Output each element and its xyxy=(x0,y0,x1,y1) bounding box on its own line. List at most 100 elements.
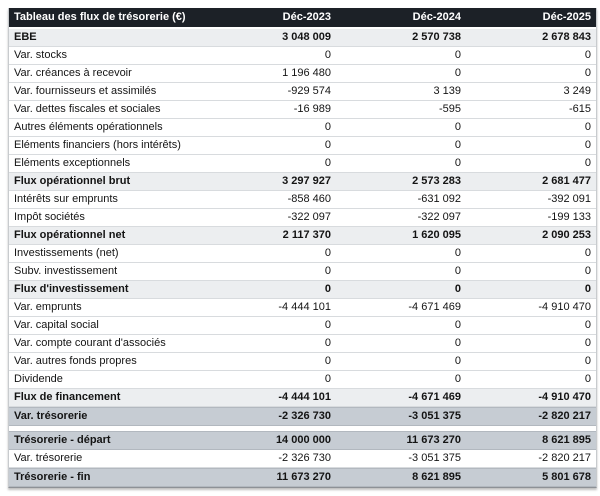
cell-value: -858 460 xyxy=(206,191,336,209)
column-header-dec-2024: Déc-2024 xyxy=(336,8,466,29)
cell-value: 8 621 895 xyxy=(336,468,466,487)
cell-value: -199 133 xyxy=(466,209,596,227)
cell-value: 2 090 253 xyxy=(466,227,596,245)
cell-value: 0 xyxy=(206,335,336,353)
cell-value: -2 820 217 xyxy=(466,450,596,468)
cell-value: 0 xyxy=(206,371,336,389)
row-label: Flux opérationnel net xyxy=(9,227,206,245)
cell-value: -392 091 xyxy=(466,191,596,209)
table-row: Var. emprunts -4 444 101 -4 671 469 -4 910 … xyxy=(9,299,596,317)
cell-value: 0 xyxy=(466,65,596,83)
cell-value: -4 444 101 xyxy=(206,389,336,407)
table-row: Subv. investissement 0 0 0 xyxy=(9,263,596,281)
treasury-summary-section: Trésorerie - départ 14 000 000 11 673 270 8… xyxy=(9,431,596,487)
row-label: Autres éléments opérationnels xyxy=(9,119,206,137)
cell-value: 0 xyxy=(336,245,466,263)
table-row: Var. dettes fiscales et sociales -16 989-… xyxy=(9,101,596,119)
cell-value: 0 xyxy=(466,335,596,353)
column-header-dec-2023: Déc-2023 xyxy=(206,8,336,29)
row-label: Intérêts sur emprunts xyxy=(9,191,206,209)
cell-value: 3 048 009 xyxy=(206,29,336,47)
table-row: Var. capital social 0 0 0 xyxy=(9,317,596,335)
cell-value: 0 xyxy=(336,371,466,389)
row-label: Flux opérationnel brut xyxy=(9,173,206,191)
table-row: Impôt sociétés -322 097 -322 097 -199 133 xyxy=(9,209,596,227)
cell-value: -2 820 217 xyxy=(466,407,596,426)
table-row: Eléments exceptionnels 0 0 0 xyxy=(9,155,596,173)
row-label: Var. emprunts xyxy=(9,299,206,317)
cell-value: 0 xyxy=(336,137,466,155)
table-row: Var. créances à recevoir 1 196 480 0 0 xyxy=(9,65,596,83)
cell-value: 3 297 927 xyxy=(206,173,336,191)
cell-value: 2 681 477 xyxy=(466,173,596,191)
cell-value: 3 139 xyxy=(336,83,466,101)
row-label: Var. créances à recevoir xyxy=(9,65,206,83)
cell-value: 0 xyxy=(206,317,336,335)
cell-value: -16 989 xyxy=(206,101,336,119)
cell-value: 5 801 678 xyxy=(466,468,596,487)
table-row: Eléments financiers (hors intérêts) 0 0 0 xyxy=(9,137,596,155)
row-label: Subv. investissement xyxy=(9,263,206,281)
flows-section: EBE 3 048 009 2 570 738 2 678 843 Var. stock… xyxy=(9,29,596,426)
table-row: Trésorerie - fin 11 673 270 8 621 895 5 801… xyxy=(9,468,596,487)
table-row: Flux opérationnel brut 3 297 927 2 573 283… xyxy=(9,173,596,191)
cell-value: -595 xyxy=(336,101,466,119)
cell-value: -3 051 375 xyxy=(336,407,466,426)
row-label: Trésorerie - fin xyxy=(9,468,206,487)
row-label: Var. stocks xyxy=(9,47,206,65)
row-label: Var. autres fonds propres xyxy=(9,353,206,371)
cell-value: 11 673 270 xyxy=(206,468,336,487)
row-label: Var. fournisseurs et assimilés xyxy=(9,83,206,101)
cell-value: 0 xyxy=(466,281,596,299)
cell-value: 8 621 895 xyxy=(466,431,596,450)
row-label: Dividende xyxy=(9,371,206,389)
row-label: Trésorerie - départ xyxy=(9,431,206,450)
cell-value: 0 xyxy=(206,155,336,173)
table-row: Dividende 0 0 0 xyxy=(9,371,596,389)
cell-value: -4 671 469 xyxy=(336,389,466,407)
row-label: Var. capital social xyxy=(9,317,206,335)
row-label: Eléments financiers (hors intérêts) xyxy=(9,137,206,155)
cell-value: 0 xyxy=(466,317,596,335)
cell-value: 0 xyxy=(336,317,466,335)
row-label: Investissements (net) xyxy=(9,245,206,263)
row-label: Impôt sociétés xyxy=(9,209,206,227)
cell-value: 0 xyxy=(206,263,336,281)
cell-value: 0 xyxy=(336,353,466,371)
table-row: Intérêts sur emprunts -858 460 -631 092 -39… xyxy=(9,191,596,209)
cell-value: 0 xyxy=(336,263,466,281)
cell-value: -4 910 470 xyxy=(466,299,596,317)
cell-value: 1 620 095 xyxy=(336,227,466,245)
gap-row xyxy=(9,426,596,431)
row-label: Var. dettes fiscales et sociales xyxy=(9,101,206,119)
row-label: Eléments exceptionnels xyxy=(9,155,206,173)
table-row: Flux d'investissement 0 0 0 xyxy=(9,281,596,299)
cell-value: 0 xyxy=(466,263,596,281)
row-label: Var. compte courant d'associés xyxy=(9,335,206,353)
cash-flow-table-container: Tableau des flux de trésorerie (€) Déc-2… xyxy=(8,8,597,488)
cell-value: 0 xyxy=(206,245,336,263)
cell-value: 0 xyxy=(206,119,336,137)
cell-value: 0 xyxy=(466,245,596,263)
cell-value: 2 678 843 xyxy=(466,29,596,47)
cell-value: 0 xyxy=(466,371,596,389)
cell-value: 11 673 270 xyxy=(336,431,466,450)
cash-flow-table: Tableau des flux de trésorerie (€) Déc-2… xyxy=(9,8,596,487)
cell-value: 0 xyxy=(206,137,336,155)
cell-value: -2 326 730 xyxy=(206,450,336,468)
table-row: Trésorerie - départ 14 000 000 11 673 270 8… xyxy=(9,431,596,450)
cell-value: 0 xyxy=(206,353,336,371)
table-row: Flux opérationnel net 2 117 370 1 620 095 2… xyxy=(9,227,596,245)
cell-value: -929 574 xyxy=(206,83,336,101)
cell-value: 0 xyxy=(336,335,466,353)
row-label: Flux de financement xyxy=(9,389,206,407)
cell-value: 0 xyxy=(336,65,466,83)
table-row: Var. compte courant d'associés 0 0 0 xyxy=(9,335,596,353)
cell-value: -322 097 xyxy=(206,209,336,227)
row-label: Var. trésorerie xyxy=(9,407,206,426)
column-header-dec-2025: Déc-2025 xyxy=(466,8,596,29)
cell-value: 0 xyxy=(466,137,596,155)
cell-value: 0 xyxy=(336,47,466,65)
table-header: Tableau des flux de trésorerie (€) Déc-2… xyxy=(9,8,596,29)
